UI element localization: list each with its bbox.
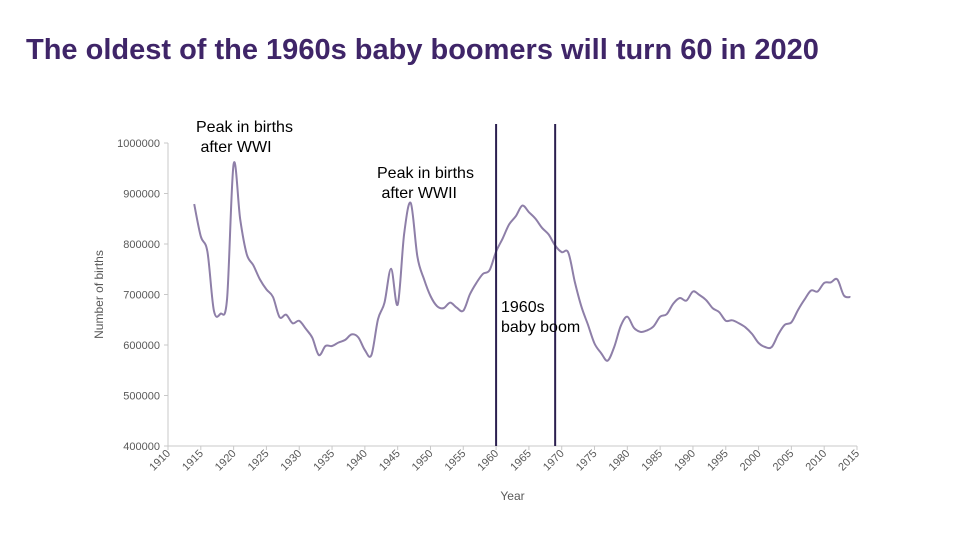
x-tick-label: 1995 xyxy=(705,448,731,474)
x-tick-label: 1960 xyxy=(475,448,501,474)
x-tick-label: 1930 xyxy=(279,448,305,474)
annotation-baby-boom: 1960s baby boom xyxy=(501,299,581,336)
y-tick-label: 800000 xyxy=(123,239,160,251)
x-tick-label: 1940 xyxy=(344,448,370,474)
x-tick-label: 1920 xyxy=(213,448,239,474)
x-tick-label: 1990 xyxy=(672,448,698,474)
annotation-wwi-peak: Peak in births after WWI xyxy=(196,119,293,156)
x-tick-label: 1985 xyxy=(639,448,665,474)
x-tick-label: 1925 xyxy=(246,448,272,474)
page-title: The oldest of the 1960s baby boomers wil… xyxy=(26,34,819,66)
x-tick-label: 2000 xyxy=(738,448,764,474)
x-tick-label: 2005 xyxy=(771,448,797,474)
y-tick-label: 1000000 xyxy=(117,138,160,150)
y-tick-label: 900000 xyxy=(123,189,160,201)
x-tick-label: 1950 xyxy=(410,448,436,474)
y-tick-label: 600000 xyxy=(123,340,160,352)
x-tick-label: 1915 xyxy=(180,448,206,474)
x-tick-label: 1975 xyxy=(574,448,600,474)
x-tick-label: 1965 xyxy=(508,448,534,474)
x-tick-label: 1970 xyxy=(541,448,567,474)
x-tick-label: 1955 xyxy=(443,448,469,474)
x-tick-label: 2015 xyxy=(836,448,862,474)
y-tick-label: 700000 xyxy=(123,290,160,302)
annotation-wwii-peak: Peak in births after WWII xyxy=(377,165,474,202)
x-tick-label: 1935 xyxy=(311,448,337,474)
x-tick-label: 1980 xyxy=(607,448,633,474)
x-tick-label: 1945 xyxy=(377,448,403,474)
y-tick-label: 500000 xyxy=(123,391,160,403)
births-series-line xyxy=(193,161,851,362)
x-tick-label: 2010 xyxy=(804,448,830,474)
y-axis-title: Number of births xyxy=(92,250,106,339)
x-axis-title: Year xyxy=(500,489,524,503)
y-tick-label: 400000 xyxy=(123,441,160,453)
